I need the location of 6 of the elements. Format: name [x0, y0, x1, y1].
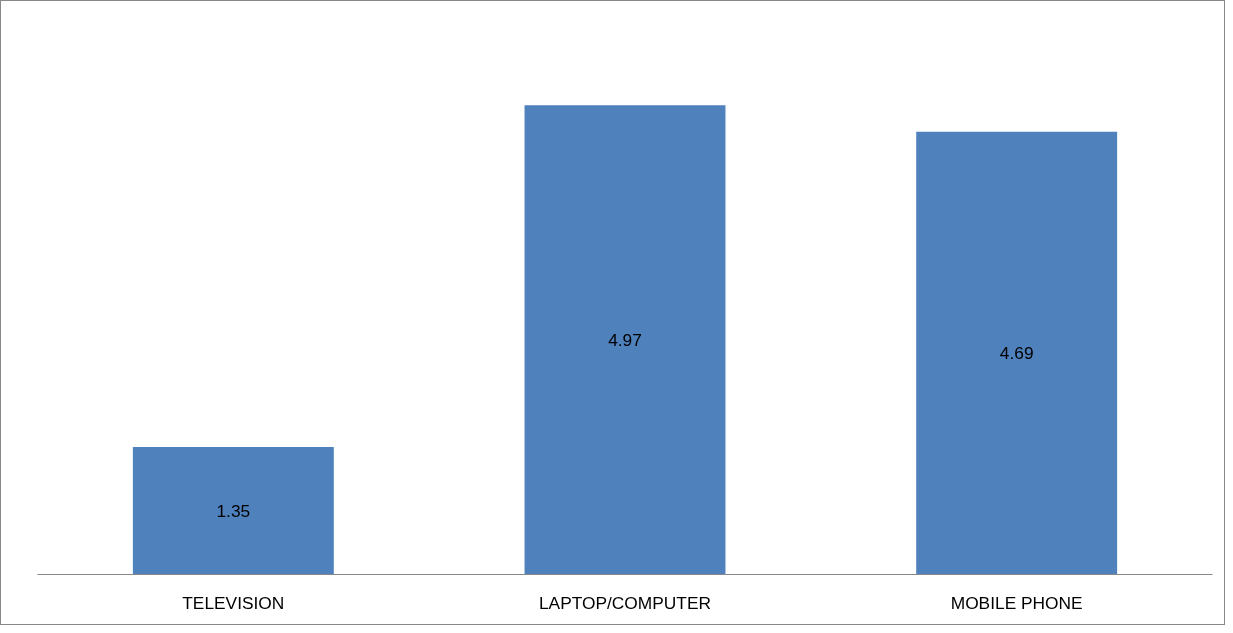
data-label: 4.69: [999, 343, 1034, 364]
data-label: 4.97: [608, 329, 642, 350]
x-tick-label: LAPTOP/COMPUTER: [538, 592, 712, 613]
x-tick-label: MOBILE PHONE: [950, 592, 1083, 613]
x-tick-label: TELEVISION: [182, 592, 285, 613]
data-label: 1.35: [216, 500, 251, 521]
